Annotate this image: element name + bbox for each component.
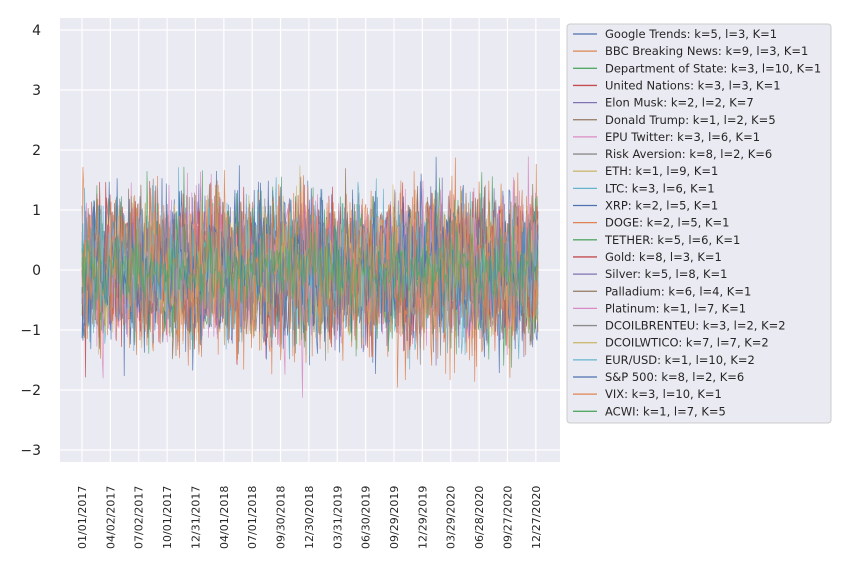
y-tick-label: 4 bbox=[32, 23, 41, 39]
x-tick-label: 07/02/2017 bbox=[133, 486, 146, 549]
y-tick-label: −1 bbox=[20, 323, 41, 339]
legend-label: Silver: k=5, l=8, K=1 bbox=[605, 267, 728, 281]
legend-label: Palladium: k=6, l=4, K=1 bbox=[605, 284, 751, 298]
legend-label: DOGE: k=2, l=5, K=1 bbox=[605, 216, 730, 230]
y-tick-label: 1 bbox=[32, 203, 41, 219]
x-tick-label: 12/27/2020 bbox=[530, 486, 543, 549]
legend-label: ETH: k=1, l=9, K=1 bbox=[605, 164, 718, 178]
legend-label: Google Trends: k=5, l=3, K=1 bbox=[605, 27, 777, 41]
legend-label: VIX: k=3, l=10, K=1 bbox=[605, 387, 722, 401]
x-tick-label: 03/29/2020 bbox=[445, 486, 458, 549]
y-tick-label: 0 bbox=[32, 263, 41, 279]
legend: Google Trends: k=5, l=3, K=1 BBC Breaking… bbox=[566, 23, 832, 424]
x-tick-label: 06/30/2019 bbox=[360, 486, 373, 549]
x-tick-label: 01/01/2017 bbox=[76, 486, 89, 549]
legend-label: XRP: k=2, l=5, K=1 bbox=[605, 199, 718, 213]
legend-label: Platinum: k=1, l=7, K=1 bbox=[605, 301, 746, 315]
x-axis: 01/01/2017 04/02/2017 07/02/2017 10/01/2017… bbox=[76, 486, 543, 549]
x-tick-label: 09/29/2019 bbox=[388, 486, 401, 549]
legend-label: Department of State: k=3, l=10, K=1 bbox=[605, 61, 821, 75]
y-tick-label: 2 bbox=[32, 143, 41, 159]
y-tick-label: −2 bbox=[20, 383, 41, 399]
x-tick-label: 12/31/2017 bbox=[189, 486, 202, 549]
legend-label: United Nations: k=3, l=3, K=1 bbox=[605, 78, 781, 92]
x-tick-label: 12/30/2018 bbox=[303, 486, 316, 549]
legend-label: Elon Musk: k=2, l=2, K=7 bbox=[605, 96, 754, 110]
legend-label: EPU Twitter: k=3, l=6, K=1 bbox=[605, 130, 760, 144]
legend-box bbox=[566, 23, 832, 424]
legend-label: Risk Aversion: k=8, l=2, K=6 bbox=[605, 147, 772, 161]
y-tick-label: −3 bbox=[20, 443, 41, 459]
x-tick-label: 04/01/2018 bbox=[218, 486, 231, 549]
y-axis: −3 −2 −1 0 1 2 3 4 bbox=[20, 23, 41, 459]
x-tick-label: 09/27/2020 bbox=[501, 486, 514, 549]
legend-label: LTC: k=3, l=6, K=1 bbox=[605, 181, 715, 195]
legend-label: DCOILBRENTEU: k=3, l=2, K=2 bbox=[605, 319, 786, 333]
x-tick-label: 07/01/2018 bbox=[246, 486, 259, 549]
series-line bbox=[81, 170, 539, 388]
x-tick-label: 09/30/2018 bbox=[275, 486, 288, 549]
legend-label: ACWI: k=1, l=7, K=5 bbox=[605, 404, 726, 418]
series-lines bbox=[81, 156, 539, 398]
x-tick-label: 06/28/2020 bbox=[473, 486, 486, 549]
legend-label: TETHER: k=5, l=6, K=1 bbox=[604, 233, 740, 247]
legend-label: Donald Trump: k=1, l=2, K=5 bbox=[605, 113, 776, 127]
y-tick-label: 3 bbox=[32, 83, 41, 99]
x-tick-label: 03/31/2019 bbox=[331, 486, 344, 549]
series-line bbox=[81, 167, 539, 356]
x-tick-label: 10/01/2017 bbox=[161, 486, 174, 549]
legend-label: Gold: k=8, l=3, K=1 bbox=[605, 250, 722, 264]
x-tick-label: 04/02/2017 bbox=[104, 486, 117, 549]
legend-label: DCOILWTICO: k=7, l=7, K=2 bbox=[605, 336, 769, 350]
legend-label: EUR/USD: k=1, l=10, K=2 bbox=[605, 353, 755, 367]
series-line bbox=[81, 210, 539, 314]
x-tick-label: 12/29/2019 bbox=[416, 486, 429, 549]
legend-label: BBC Breaking News: k=9, l=3, K=1 bbox=[605, 44, 808, 58]
legend-label: S&P 500: k=8, l=2, K=6 bbox=[605, 370, 744, 384]
